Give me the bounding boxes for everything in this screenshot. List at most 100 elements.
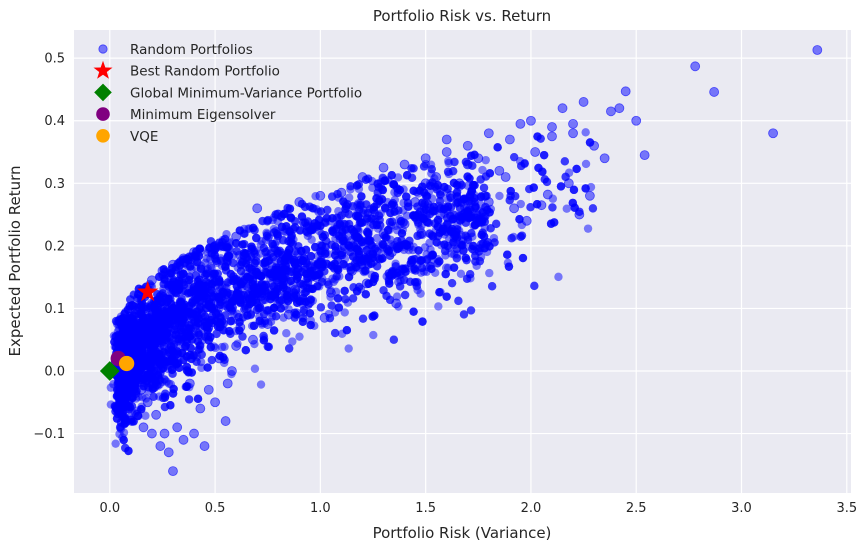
random-portfolio-point xyxy=(486,224,495,233)
random-portfolio-point xyxy=(454,296,463,306)
random-portfolio-point xyxy=(450,157,459,167)
random-portfolio-point xyxy=(539,150,549,160)
random-portfolio-point xyxy=(161,330,171,339)
random-portfolio-point xyxy=(404,202,413,211)
random-portfolio-point xyxy=(286,213,295,222)
random-portfolio-point xyxy=(133,321,143,330)
random-portfolio-point xyxy=(435,196,445,206)
random-portfolio-point xyxy=(249,223,258,233)
random-portfolio-point xyxy=(195,305,204,314)
random-portfolio-point xyxy=(526,202,535,212)
random-portfolio-point xyxy=(236,266,246,276)
random-portfolio-point xyxy=(515,215,524,224)
random-portfolio-point xyxy=(166,401,175,410)
random-portfolio-point xyxy=(212,329,221,339)
random-portfolio-point xyxy=(433,181,443,190)
random-portfolio-point xyxy=(414,246,423,255)
random-portfolio-point xyxy=(306,252,316,261)
random-portfolio-point xyxy=(316,207,326,216)
random-portfolio-point xyxy=(387,200,397,209)
random-portfolio-point xyxy=(449,214,458,224)
random-portfolio-point xyxy=(533,132,542,141)
random-portfolio-point xyxy=(462,274,472,284)
random-portfolio-point xyxy=(372,233,382,243)
random-portfolio-point xyxy=(413,278,422,287)
random-portfolio-point xyxy=(225,326,234,336)
random-portfolio-point xyxy=(194,330,204,340)
random-portfolio-cloud xyxy=(106,128,598,456)
random-portfolio-point xyxy=(217,342,227,352)
random-portfolio-point xyxy=(444,156,453,166)
random-portfolio-point xyxy=(298,317,308,326)
random-portfolio-point xyxy=(369,330,378,340)
random-portfolio-point xyxy=(203,363,212,372)
random-portfolio-point xyxy=(506,186,515,196)
random-portfolio-point xyxy=(193,394,203,404)
random-portfolio-point xyxy=(284,344,294,353)
random-portfolio-point xyxy=(112,414,122,423)
random-portfolio-point xyxy=(581,159,591,169)
random-portfolio-point xyxy=(250,364,260,373)
random-portfolio-point xyxy=(232,246,241,256)
random-portfolio-point xyxy=(323,205,332,215)
random-portfolio-point xyxy=(461,253,470,263)
random-portfolio-point xyxy=(504,262,514,271)
random-portfolio-point xyxy=(425,238,434,248)
random-portfolio-point xyxy=(264,233,273,242)
random-portfolio-point xyxy=(347,225,356,234)
random-portfolio-point xyxy=(479,183,489,192)
random-portfolio-point xyxy=(328,214,337,223)
random-portfolio-point xyxy=(249,321,259,331)
random-portfolio-point xyxy=(241,249,250,258)
random-portfolio-point xyxy=(251,267,261,276)
random-portfolio-point xyxy=(419,162,429,171)
random-portfolio-point xyxy=(324,280,333,289)
random-portfolio-point xyxy=(328,227,338,237)
random-portfolio-point xyxy=(288,239,297,248)
random-portfolio-point xyxy=(327,301,336,310)
random-portfolio-point xyxy=(372,194,381,203)
random-portfolio-point xyxy=(344,241,354,250)
random-portfolio-point xyxy=(373,179,382,188)
random-portfolio-point xyxy=(378,254,387,263)
random-portfolio-point xyxy=(256,380,266,389)
random-portfolio-point xyxy=(167,365,177,374)
random-portfolio-point xyxy=(311,242,320,252)
random-portfolio-point xyxy=(184,395,194,404)
random-portfolio-point xyxy=(149,392,158,402)
random-portfolio-point xyxy=(581,128,590,137)
random-portfolio-point xyxy=(302,258,311,268)
random-portfolio-point xyxy=(177,335,186,344)
random-portfolio-point xyxy=(124,446,133,456)
random-portfolio-point xyxy=(297,246,306,256)
random-portfolio-point xyxy=(453,198,462,207)
random-portfolio-point xyxy=(507,234,516,243)
random-portfolio-point xyxy=(352,181,362,190)
random-portfolio-point xyxy=(556,182,566,191)
random-portfolio-point xyxy=(346,182,355,191)
random-portfolio-point xyxy=(369,203,379,212)
random-portfolio-point xyxy=(259,309,269,319)
random-portfolio-point xyxy=(202,269,211,278)
random-portfolio-point xyxy=(337,211,346,220)
random-portfolio-point xyxy=(364,228,373,238)
random-portfolio-point xyxy=(289,292,299,301)
random-portfolio-point xyxy=(378,185,388,195)
random-portfolio-point xyxy=(339,259,348,269)
random-portfolio-point xyxy=(265,269,275,279)
random-portfolio-point xyxy=(459,310,469,319)
random-portfolio-point xyxy=(466,306,476,315)
random-portfolio-point xyxy=(339,197,348,206)
random-portfolio-point xyxy=(485,169,495,178)
random-portfolio-point xyxy=(372,220,381,230)
random-portfolio-point xyxy=(416,256,425,265)
random-portfolio-point xyxy=(530,281,539,291)
random-portfolio-point xyxy=(185,275,194,285)
random-portfolio-point xyxy=(361,266,370,275)
random-portfolio-point xyxy=(449,263,459,272)
random-portfolio-point xyxy=(485,242,494,251)
random-portfolio-point xyxy=(277,296,286,305)
random-portfolio-point xyxy=(434,302,443,311)
random-portfolio-point xyxy=(344,344,353,353)
random-portfolio-point xyxy=(287,267,296,277)
